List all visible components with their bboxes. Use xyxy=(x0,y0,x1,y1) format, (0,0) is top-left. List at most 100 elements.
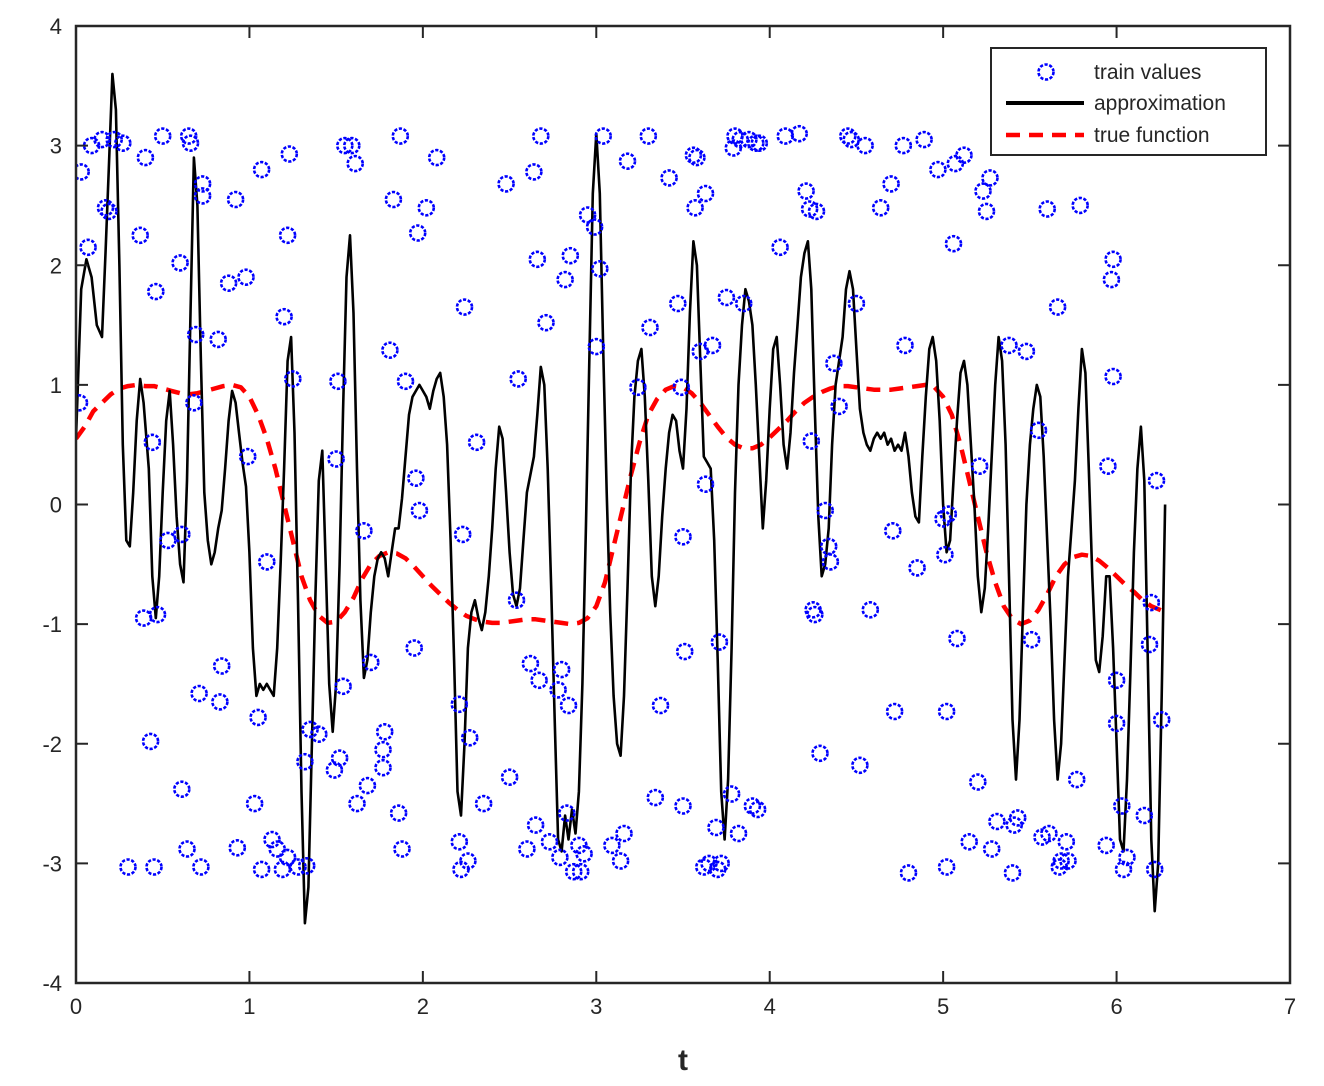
train-value-point xyxy=(1113,797,1131,815)
train-value-point xyxy=(280,145,299,163)
train-value-point xyxy=(578,206,597,224)
x-tick-label: 5 xyxy=(937,994,949,1019)
train-value-point xyxy=(1147,471,1166,490)
train-value-point xyxy=(882,175,900,193)
train-value-point xyxy=(405,639,424,657)
train-value-point xyxy=(296,752,314,771)
train-value-point xyxy=(509,370,528,388)
y-tick-label: -3 xyxy=(42,851,62,876)
train-value-point xyxy=(297,856,316,875)
train-value-point xyxy=(674,527,692,546)
train-value-point xyxy=(526,816,545,834)
x-tick-label: 1 xyxy=(243,994,255,1019)
train-value-point xyxy=(325,761,344,779)
y-tick-label: 2 xyxy=(50,253,62,278)
train-value-point xyxy=(93,130,111,149)
train-value-point xyxy=(278,226,297,245)
train-value-point xyxy=(389,804,408,822)
train-value-point xyxy=(1099,457,1117,476)
train-value-point xyxy=(342,136,361,155)
train-value-point xyxy=(819,537,838,556)
train-value-point xyxy=(821,553,840,571)
y-tick-label: 1 xyxy=(50,373,62,398)
train-value-point xyxy=(329,372,347,391)
train-value-point xyxy=(211,693,229,711)
train-value-point xyxy=(143,433,162,452)
train-value-point xyxy=(639,127,658,145)
legend-label-train-values: train values xyxy=(1094,61,1201,84)
train-value-point xyxy=(934,510,952,528)
train-value-point xyxy=(193,175,212,193)
train-value-point xyxy=(141,732,160,751)
train-value-point xyxy=(800,200,819,218)
train-value-point xyxy=(460,728,479,747)
train-value-point xyxy=(467,433,486,452)
train-value-point xyxy=(851,756,869,775)
train-value-point xyxy=(883,521,902,540)
train-value-point xyxy=(816,501,835,520)
train-value-point xyxy=(391,127,410,145)
train-value-point xyxy=(459,852,477,870)
train-value-point xyxy=(159,531,177,550)
train-value-point xyxy=(587,337,606,356)
train-value-point xyxy=(374,740,392,759)
train-value-point xyxy=(559,696,578,715)
train-value-point xyxy=(722,785,741,803)
train-value-point xyxy=(641,318,659,337)
train-value-point xyxy=(346,154,365,173)
y-tick-label: 0 xyxy=(50,493,62,518)
train-value-point xyxy=(944,234,963,253)
legend-label-true-function: true function xyxy=(1094,124,1210,147)
train-value-point xyxy=(811,744,829,763)
train-value-point xyxy=(531,127,550,145)
train-value-point xyxy=(348,794,366,813)
train-value-point xyxy=(936,545,954,564)
train-value-point xyxy=(707,818,725,837)
train-value-point xyxy=(226,190,245,209)
train-value-point xyxy=(908,559,926,577)
train-value-point xyxy=(518,840,536,858)
train-value-point xyxy=(790,124,809,143)
train-value-point xyxy=(309,725,328,744)
train-value-point xyxy=(847,294,866,313)
train-value-point xyxy=(1067,770,1086,789)
train-value-point xyxy=(100,202,118,221)
train-value-point xyxy=(1097,836,1115,855)
train-value-point xyxy=(530,671,548,690)
train-value-point xyxy=(960,832,979,851)
train-value-point xyxy=(830,397,848,416)
y-tick-label: -1 xyxy=(42,612,62,637)
train-value-point xyxy=(1107,671,1126,690)
train-value-point xyxy=(1145,860,1164,879)
y-tick-label: -2 xyxy=(42,732,62,757)
train-value-point xyxy=(946,154,965,173)
x-axis-title: t xyxy=(678,1044,688,1077)
train-value-point xyxy=(729,824,748,843)
train-value-point xyxy=(585,218,604,236)
x-tick-label: 2 xyxy=(417,994,429,1019)
train-value-point xyxy=(557,804,576,822)
train-value-point xyxy=(899,864,918,882)
train-value-point xyxy=(355,521,373,540)
train-value-point xyxy=(977,202,996,221)
train-value-point xyxy=(76,163,90,181)
y-tick-label: 4 xyxy=(50,14,62,39)
train-value-point xyxy=(131,226,149,245)
train-value-point xyxy=(136,148,155,167)
train-value-point xyxy=(974,182,992,200)
train-value-point xyxy=(937,702,956,721)
train-value-point xyxy=(1003,864,1022,882)
train-value-point xyxy=(717,288,736,307)
train-value-point xyxy=(245,794,264,813)
train-value-point xyxy=(427,148,446,167)
train-value-point xyxy=(283,370,302,388)
train-values-series xyxy=(76,124,1171,882)
train-value-point xyxy=(838,127,857,145)
train-value-point xyxy=(807,202,826,221)
train-value-point xyxy=(361,653,380,672)
train-value-point xyxy=(185,393,203,412)
train-value-point xyxy=(410,501,429,520)
train-value-point xyxy=(561,246,580,265)
train-value-point xyxy=(710,633,729,651)
train-value-point xyxy=(1102,270,1121,289)
